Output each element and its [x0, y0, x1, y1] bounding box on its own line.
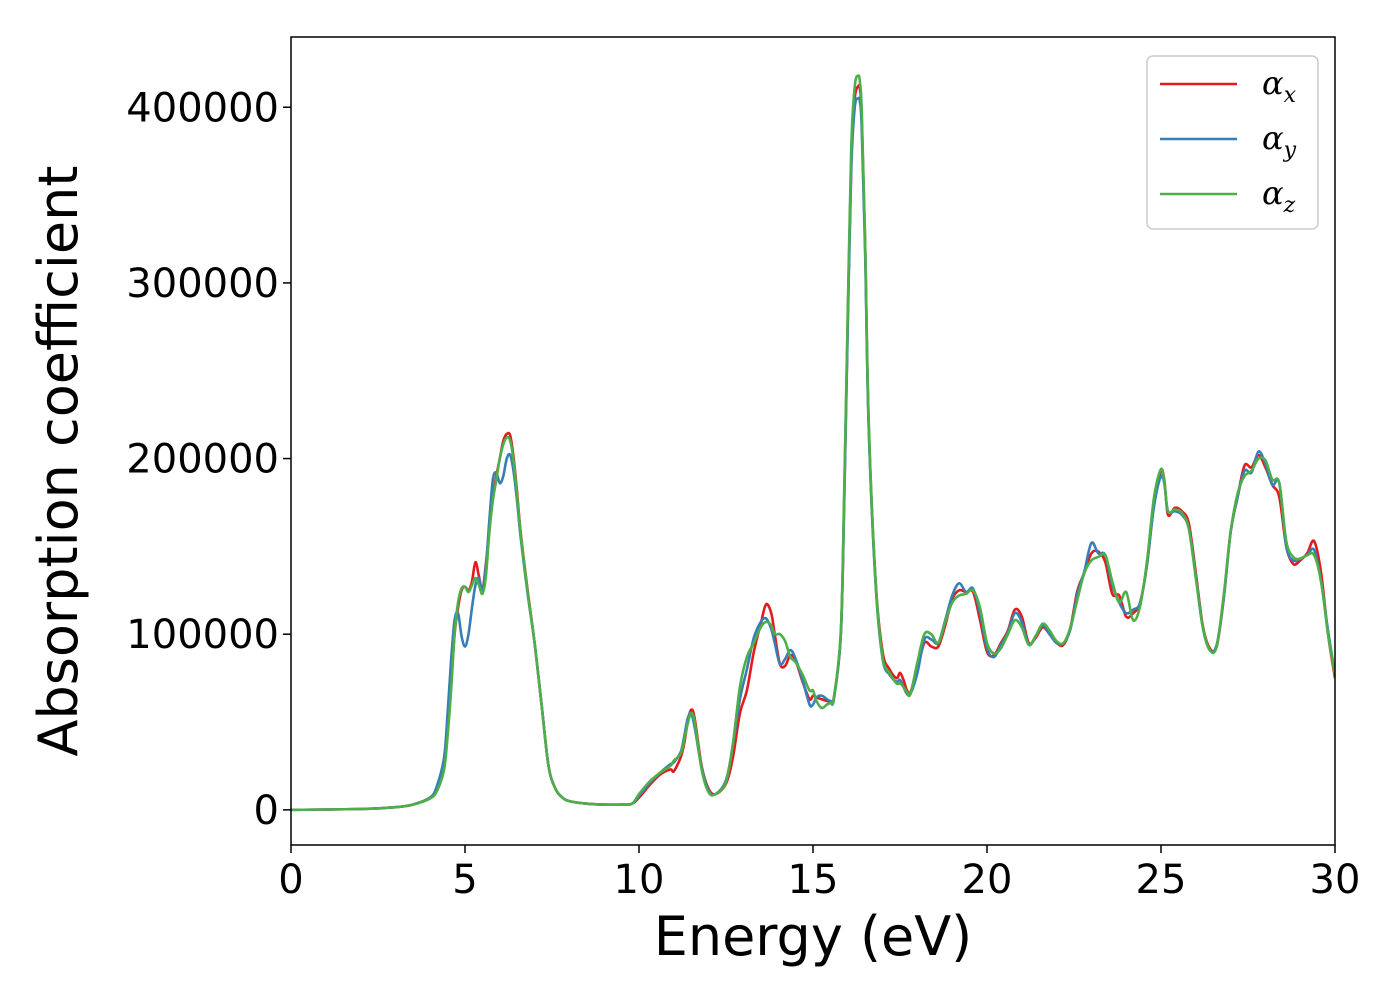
legend-label-subscript: y [1283, 138, 1297, 163]
legend-label-subscript: x [1284, 83, 1297, 108]
legend-entry: αx [1160, 64, 1297, 108]
legend-label-symbol: α [1262, 174, 1284, 212]
x-tick-label: 10 [614, 857, 665, 903]
y-tick-label: 200000 [126, 437, 279, 483]
legend-label: αz [1262, 174, 1296, 218]
x-tick-label: 30 [1310, 857, 1361, 903]
y-tick-label: 400000 [126, 85, 279, 131]
legend-label-symbol: α [1262, 119, 1284, 157]
x-tick-label: 15 [788, 857, 839, 903]
legend-label: αx [1262, 64, 1297, 108]
x-axis-ticks: 0 5 10 15 20 25 30 [278, 845, 1360, 903]
legend-entry: αy [1160, 119, 1297, 163]
legend-entry: αz [1160, 174, 1296, 218]
legend-label: αy [1262, 119, 1297, 163]
x-tick-label: 5 [452, 857, 477, 903]
y-axis-title: Absorption coefficient [27, 166, 90, 757]
y-tick-label: 0 [254, 788, 279, 834]
y-tick-label: 100000 [126, 612, 279, 658]
series-line-alpha-z [291, 74, 1335, 812]
x-tick-label: 25 [1136, 857, 1187, 903]
x-tick-label: 20 [962, 857, 1013, 903]
x-axis-title: Energy (eV) [654, 905, 973, 968]
series-lines [291, 74, 1335, 812]
y-tick-label: 300000 [126, 261, 279, 307]
y-axis-ticks: 0 100000 200000 300000 400000 [126, 85, 291, 834]
legend-box [1146, 55, 1319, 230]
legend-label-subscript: z [1283, 193, 1296, 218]
legend-label-symbol: α [1262, 64, 1284, 102]
x-tick-label: 0 [278, 857, 303, 903]
